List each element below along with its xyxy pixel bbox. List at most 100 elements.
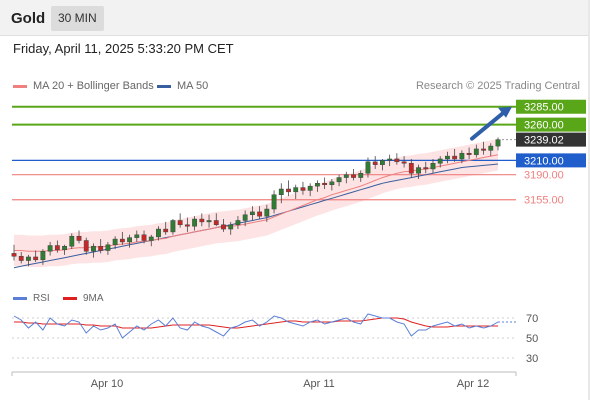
candle-body[interactable] bbox=[423, 167, 429, 170]
candle-body[interactable] bbox=[488, 145, 494, 151]
rsi-tick-label: 50 bbox=[526, 333, 538, 345]
candle-body[interactable] bbox=[54, 245, 60, 251]
candle-body[interactable] bbox=[473, 148, 479, 155]
candle-body[interactable] bbox=[47, 245, 53, 252]
level-label-resistance: 3285.00 bbox=[524, 102, 564, 114]
rsi-tick-label: 30 bbox=[526, 353, 538, 365]
candle-body[interactable] bbox=[343, 174, 349, 178]
candle-body[interactable] bbox=[322, 183, 328, 185]
candle-body[interactable] bbox=[192, 218, 198, 227]
candle-body[interactable] bbox=[286, 188, 291, 193]
level-label-bg-pivot bbox=[516, 153, 586, 168]
candle-body[interactable] bbox=[300, 187, 306, 191]
candle-body[interactable] bbox=[105, 244, 111, 251]
candle-body[interactable] bbox=[408, 162, 414, 174]
candle-body[interactable] bbox=[336, 177, 342, 183]
candle-body[interactable] bbox=[177, 220, 183, 226]
right-border bbox=[588, 0, 590, 400]
instrument-title: Gold bbox=[11, 10, 46, 27]
candle-body[interactable] bbox=[416, 167, 421, 174]
ma50-line bbox=[13, 163, 499, 269]
candle-body[interactable] bbox=[307, 185, 313, 191]
candle-body[interactable] bbox=[213, 220, 219, 226]
candle-body[interactable] bbox=[170, 220, 176, 233]
candle-body[interactable] bbox=[112, 238, 118, 246]
legend-ma50: MA 50 bbox=[157, 80, 208, 92]
candle-body[interactable] bbox=[221, 224, 226, 230]
x-axis-label: Apr 11 bbox=[303, 378, 335, 390]
candle-body[interactable] bbox=[184, 224, 190, 227]
x-axis-label: Apr 10 bbox=[91, 378, 123, 390]
legend-ma50-label: MA 50 bbox=[177, 80, 209, 92]
candle-body[interactable] bbox=[242, 214, 248, 221]
ma20-swatch bbox=[13, 84, 27, 88]
candle-body[interactable] bbox=[329, 181, 335, 185]
candle-body[interactable] bbox=[91, 245, 96, 252]
rsi-tick-label: 70 bbox=[526, 313, 538, 325]
candle-body[interactable] bbox=[481, 148, 486, 151]
candle-body[interactable] bbox=[358, 173, 364, 178]
candle-body[interactable] bbox=[76, 235, 82, 241]
candle-body[interactable] bbox=[466, 152, 472, 155]
candle-body[interactable] bbox=[372, 161, 378, 165]
level-label-bg-current bbox=[516, 132, 586, 147]
candle-body[interactable] bbox=[18, 255, 24, 261]
candle-body[interactable] bbox=[365, 161, 371, 174]
candle-body[interactable] bbox=[119, 238, 125, 243]
level-label-pivot: 3210.00 bbox=[524, 155, 564, 167]
candle-body[interactable] bbox=[156, 228, 161, 238]
candle-body[interactable] bbox=[430, 162, 436, 170]
candle-body[interactable] bbox=[401, 161, 407, 164]
candle-body[interactable] bbox=[163, 228, 169, 233]
candle-body[interactable] bbox=[228, 224, 234, 230]
candle-body[interactable] bbox=[495, 139, 501, 147]
x-axis-label: Apr 12 bbox=[457, 378, 489, 390]
legend-rsi-label: RSI bbox=[33, 293, 50, 304]
candle-body[interactable] bbox=[278, 188, 284, 195]
candle-body[interactable] bbox=[33, 256, 39, 261]
level-label-support: 3155.00 bbox=[524, 195, 564, 207]
candle-body[interactable] bbox=[40, 250, 46, 261]
candle-body[interactable] bbox=[62, 245, 67, 251]
candle-body[interactable] bbox=[380, 160, 385, 165]
rsi-line bbox=[13, 313, 499, 339]
level-label-current: 3239.02 bbox=[524, 135, 564, 147]
candle-body[interactable] bbox=[437, 158, 443, 164]
candle-body[interactable] bbox=[134, 234, 140, 238]
candle-body[interactable] bbox=[314, 183, 320, 187]
projection-arrow-shaft bbox=[470, 108, 508, 141]
candle-body[interactable] bbox=[83, 240, 89, 252]
candle-body[interactable] bbox=[199, 218, 205, 223]
candle-body[interactable] bbox=[127, 237, 132, 243]
candle-body[interactable] bbox=[459, 152, 465, 160]
candle-body[interactable] bbox=[394, 158, 400, 163]
candle-body[interactable] bbox=[141, 234, 147, 241]
chart-datetime: Friday, April 11, 2025 5:33:20 PM CET bbox=[13, 41, 234, 56]
candle-body[interactable] bbox=[271, 194, 277, 210]
candle-body[interactable] bbox=[452, 155, 458, 160]
candle-body[interactable] bbox=[264, 208, 270, 217]
legend-ma20-label: MA 20 + Bollinger Bands bbox=[33, 80, 154, 92]
rsi-swatch bbox=[13, 297, 27, 300]
candle-body[interactable] bbox=[351, 174, 356, 178]
candle-body[interactable] bbox=[235, 220, 241, 226]
candle-body[interactable] bbox=[206, 220, 212, 223]
candle-body[interactable] bbox=[148, 236, 154, 241]
candle-body[interactable] bbox=[98, 245, 104, 251]
legend-ma20: MA 20 + Bollinger Bands bbox=[13, 80, 154, 92]
candle-body[interactable] bbox=[257, 211, 263, 217]
candle-body[interactable] bbox=[387, 158, 393, 161]
candle-body[interactable] bbox=[249, 211, 255, 216]
candle-body[interactable] bbox=[445, 155, 450, 160]
header-bar: Gold 30 MIN bbox=[0, 0, 590, 36]
candle-body[interactable] bbox=[11, 253, 17, 257]
candle-body[interactable] bbox=[26, 256, 31, 261]
legend-9ma-label: 9MA bbox=[83, 293, 104, 304]
level-label-resistance: 3260.00 bbox=[524, 120, 564, 132]
level-label-bg-resistance bbox=[516, 117, 586, 132]
candle-body[interactable] bbox=[293, 187, 299, 193]
legend-9ma: 9MA bbox=[63, 293, 104, 304]
timeframe-badge[interactable]: 30 MIN bbox=[51, 6, 104, 31]
candle-body[interactable] bbox=[69, 235, 75, 247]
